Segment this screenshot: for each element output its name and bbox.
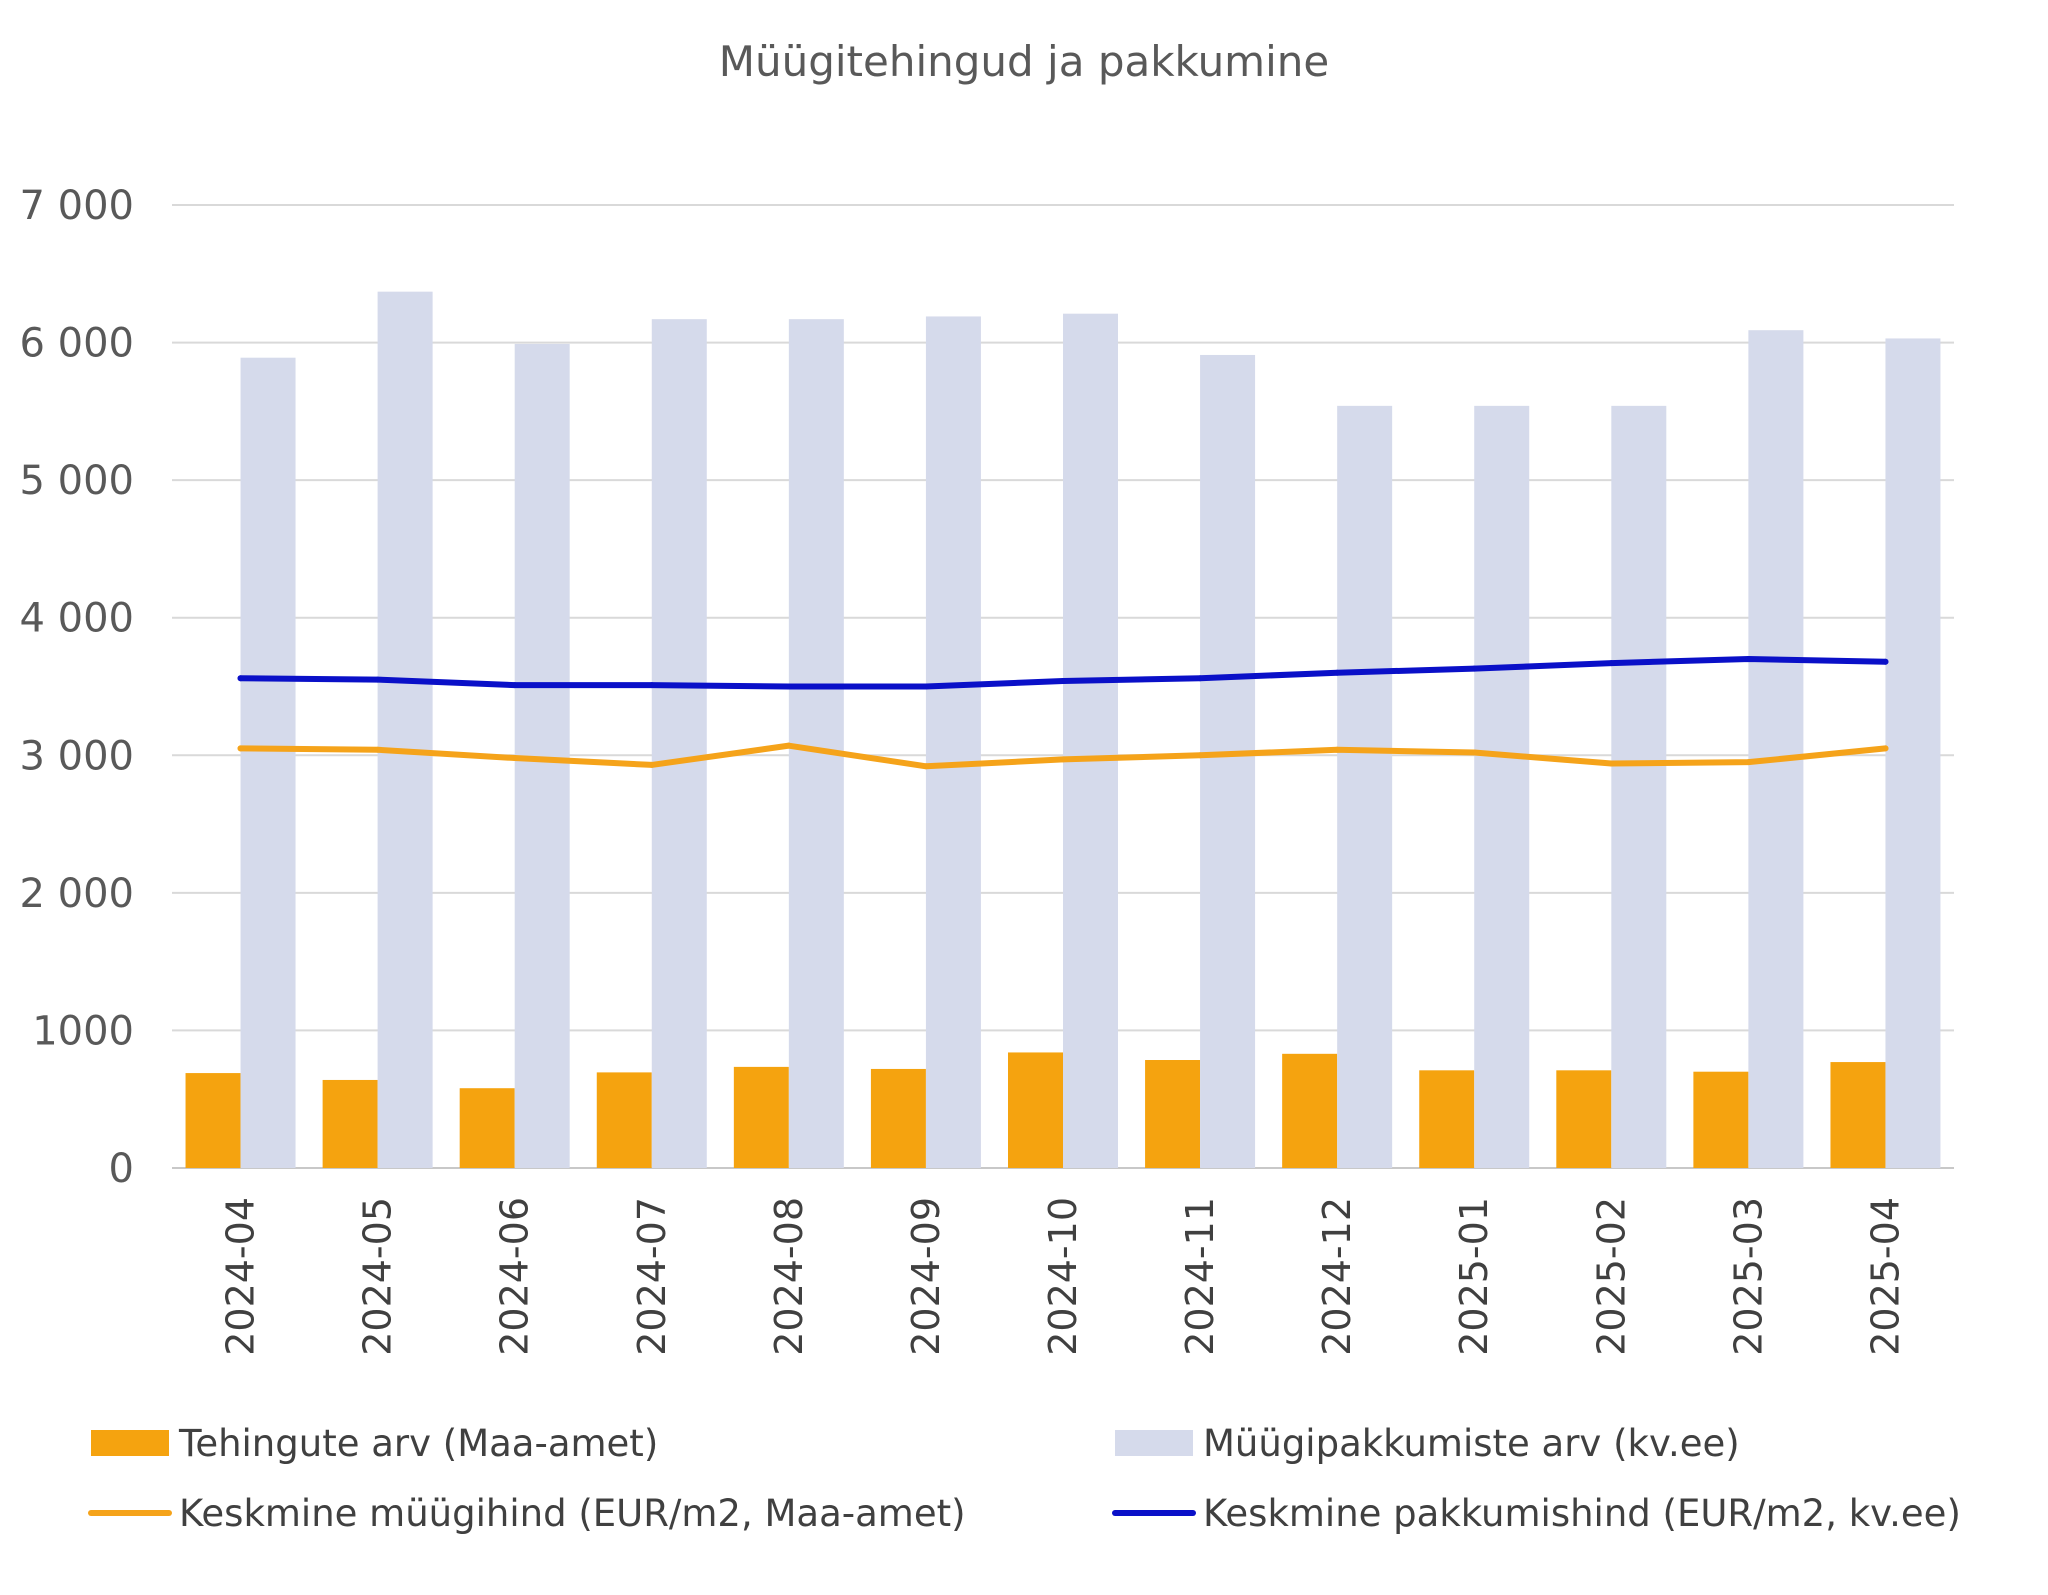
legend-swatch bbox=[1115, 1430, 1193, 1456]
bar-transactions bbox=[1556, 1070, 1612, 1168]
bar-offers bbox=[1063, 313, 1118, 1169]
point-avg-offer-price bbox=[785, 683, 792, 690]
point-avg-sale-price bbox=[1471, 749, 1478, 756]
bar-offers bbox=[1885, 338, 1941, 1168]
x-axis-ticks: 2024-04 2024-05 2024-06 2024-07 2024-08 2024-… bbox=[219, 1197, 1908, 1356]
bar-offers bbox=[788, 319, 844, 1168]
point-avg-offer-price bbox=[1882, 658, 1889, 665]
y-tick-label: 0 bbox=[109, 1146, 134, 1192]
bar-transactions bbox=[596, 1072, 652, 1168]
point-avg-sale-price bbox=[1197, 752, 1204, 759]
bar-transactions bbox=[1145, 1060, 1201, 1168]
point-avg-offer-price bbox=[511, 682, 518, 689]
y-tick-label: 3 000 bbox=[19, 733, 134, 779]
y-tick-label: 4 000 bbox=[19, 596, 134, 642]
bar-offers bbox=[1474, 405, 1530, 1169]
point-avg-offer-price bbox=[1608, 660, 1615, 667]
point-avg-sale-price bbox=[922, 763, 929, 770]
bar-offers bbox=[1748, 330, 1804, 1168]
point-avg-sale-price bbox=[374, 746, 381, 753]
point-avg-offer-price bbox=[922, 683, 929, 690]
x-tick-label: 2025-01 bbox=[1452, 1197, 1496, 1356]
x-tick-label: 2024-09 bbox=[904, 1197, 948, 1356]
x-tick-label: 2025-02 bbox=[1589, 1197, 1633, 1356]
point-avg-offer-price bbox=[374, 676, 381, 683]
x-tick-label: 2025-03 bbox=[1726, 1197, 1770, 1356]
point-avg-sale-price bbox=[1060, 756, 1066, 763]
x-tick-label: 2024-06 bbox=[493, 1197, 537, 1356]
x-tick-label: 2024-12 bbox=[1315, 1197, 1359, 1356]
bar-transactions bbox=[733, 1066, 789, 1168]
y-tick-label: 2 000 bbox=[19, 871, 134, 917]
chart-title: Müügitehingud ja pakkumine bbox=[719, 37, 1329, 86]
point-avg-offer-price bbox=[1334, 669, 1341, 676]
y-axis-ticks: 0 1000 2 000 3 000 4 000 5 000 6 000 7 000 bbox=[19, 183, 134, 1192]
bar-offers bbox=[240, 357, 296, 1168]
bar-transactions bbox=[1008, 1052, 1063, 1168]
bar-transactions bbox=[322, 1079, 378, 1168]
x-tick-label: 2024-11 bbox=[1178, 1197, 1222, 1356]
point-avg-offer-price bbox=[1197, 675, 1204, 682]
legend-label: Tehingute arv (Maa-amet) bbox=[178, 1422, 658, 1465]
y-tick-label: 6 000 bbox=[19, 321, 134, 367]
legend-label: Keskmine pakkumishind (EUR/m2, kv.ee) bbox=[1203, 1492, 1961, 1535]
bar-transactions bbox=[185, 1073, 241, 1168]
bar-transactions bbox=[870, 1068, 926, 1168]
x-tick-label: 2024-08 bbox=[767, 1197, 811, 1356]
y-tick-label: 7 000 bbox=[19, 183, 134, 229]
legend: Tehingute arv (Maa-amet) Müügipakkumiste … bbox=[88, 1422, 1961, 1535]
bar-transactions bbox=[1693, 1071, 1749, 1168]
point-avg-sale-price bbox=[785, 742, 792, 749]
bars bbox=[185, 291, 1941, 1169]
point-avg-offer-price bbox=[1745, 655, 1752, 662]
point-avg-sale-price bbox=[648, 761, 655, 768]
legend-label: Keskmine müügihind (EUR/m2, Maa-amet) bbox=[179, 1492, 966, 1535]
bar-offers bbox=[925, 316, 981, 1168]
bar-transactions bbox=[1419, 1070, 1475, 1168]
bar-offers bbox=[651, 319, 707, 1168]
point-avg-sale-price bbox=[237, 745, 244, 752]
y-tick-label: 5 000 bbox=[19, 458, 134, 504]
bar-offers bbox=[1337, 405, 1393, 1169]
point-avg-sale-price bbox=[511, 755, 518, 762]
bar-offers bbox=[1200, 354, 1256, 1168]
x-tick-label: 2024-07 bbox=[630, 1197, 674, 1356]
point-avg-sale-price bbox=[1882, 745, 1889, 752]
legend-swatch bbox=[91, 1430, 169, 1456]
point-avg-offer-price bbox=[237, 675, 244, 682]
point-avg-sale-price bbox=[1608, 760, 1615, 767]
bar-offers bbox=[1611, 405, 1667, 1169]
point-avg-offer-price bbox=[1471, 665, 1478, 672]
bar-transactions bbox=[459, 1088, 515, 1168]
point-avg-offer-price bbox=[1060, 677, 1066, 684]
bar-transactions bbox=[1282, 1053, 1338, 1168]
y-tick-label: 1000 bbox=[32, 1008, 134, 1054]
bar-transactions bbox=[1830, 1062, 1886, 1168]
x-tick-label: 2024-04 bbox=[219, 1197, 263, 1356]
x-tick-label: 2024-10 bbox=[1041, 1197, 1085, 1356]
point-avg-sale-price bbox=[1745, 759, 1752, 766]
x-tick-label: 2025-04 bbox=[1863, 1197, 1907, 1356]
x-tick-label: 2024-05 bbox=[356, 1197, 400, 1356]
point-avg-sale-price bbox=[1334, 746, 1341, 753]
lines bbox=[237, 655, 1889, 770]
point-avg-offer-price bbox=[648, 682, 655, 689]
bar-offers bbox=[377, 291, 433, 1168]
legend-label: Müügipakkumiste arv (kv.ee) bbox=[1203, 1422, 1740, 1465]
